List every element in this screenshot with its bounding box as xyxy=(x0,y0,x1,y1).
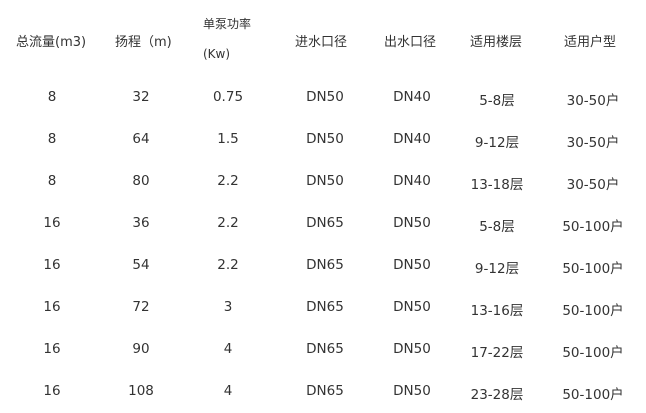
table-cell: 50-100户 xyxy=(562,345,624,361)
table-cell: 8 xyxy=(47,173,57,189)
table-cell: DN65 xyxy=(306,215,344,231)
table-cell: 54 xyxy=(132,257,150,273)
table-cell: DN65 xyxy=(306,383,344,399)
table-cell: 2.2 xyxy=(217,173,239,189)
table-cell: DN40 xyxy=(393,131,431,147)
table-cell: 16 xyxy=(43,341,61,357)
table-cell: 2.2 xyxy=(217,215,239,231)
table-cell: 64 xyxy=(132,131,150,147)
table-cell: 9-12层 xyxy=(474,261,520,277)
table-cell: 32 xyxy=(132,89,150,105)
table-cell: 16 xyxy=(43,257,61,273)
table-cell: 5-8层 xyxy=(479,219,515,235)
table-cell: 13-16层 xyxy=(470,303,524,319)
table-cell: DN50 xyxy=(306,173,344,189)
table-cell: DN40 xyxy=(393,89,431,105)
table-cell: DN65 xyxy=(306,299,344,315)
table-cell: 16 xyxy=(43,299,61,315)
header-total-flow: 总流量(m3) xyxy=(16,35,87,50)
header-households: 适用户型 xyxy=(564,35,617,50)
header-power-unit: (Kw) xyxy=(203,47,231,61)
table-cell: 50-100户 xyxy=(562,219,624,235)
header-outlet: 出水口径 xyxy=(384,35,437,50)
header-head: 扬程（m) xyxy=(115,35,172,50)
table-cell: 50-100户 xyxy=(562,303,624,319)
table-cell: 3 xyxy=(223,299,233,315)
table-cell: 108 xyxy=(128,383,154,399)
table-cell: 72 xyxy=(132,299,150,315)
table-cell: DN50 xyxy=(393,383,431,399)
table-cell: 5-8层 xyxy=(479,93,515,109)
table-cell: 36 xyxy=(132,215,150,231)
table-cell: DN50 xyxy=(393,341,431,357)
table-cell: DN65 xyxy=(306,341,344,357)
header-floors: 适用楼层 xyxy=(470,35,523,50)
table-cell: DN50 xyxy=(306,131,344,147)
table-cell: 30-50户 xyxy=(566,177,620,193)
table-cell: 0.75 xyxy=(212,89,244,105)
table-cell: 17-22层 xyxy=(470,345,524,361)
header-inlet: 进水口径 xyxy=(295,35,348,50)
table-cell: 80 xyxy=(132,173,150,189)
table-cell: 16 xyxy=(43,215,61,231)
table-cell: 1.5 xyxy=(217,131,239,147)
table-cell: 8 xyxy=(47,131,57,147)
table-cell: 13-18层 xyxy=(470,177,524,193)
table-cell: DN65 xyxy=(306,257,344,273)
table-cell: 30-50户 xyxy=(566,93,620,109)
table-cell: DN40 xyxy=(393,173,431,189)
table-cell: 50-100户 xyxy=(562,387,624,403)
table-cell: DN50 xyxy=(306,89,344,105)
table-cell: 30-50户 xyxy=(566,135,620,151)
table-cell: 90 xyxy=(132,341,150,357)
table-cell: 4 xyxy=(223,341,233,357)
table-cell: DN50 xyxy=(393,215,431,231)
table-cell: 2.2 xyxy=(217,257,239,273)
table-cell: 23-28层 xyxy=(470,387,524,403)
header-power: 单泵功率 xyxy=(203,17,252,31)
table-cell: 50-100户 xyxy=(562,261,624,277)
table-cell: 8 xyxy=(47,89,57,105)
table-cell: 16 xyxy=(43,383,61,399)
table-cell: DN50 xyxy=(393,257,431,273)
table-cell: 4 xyxy=(223,383,233,399)
table-cell: DN50 xyxy=(393,299,431,315)
table-cell: 9-12层 xyxy=(474,135,520,151)
